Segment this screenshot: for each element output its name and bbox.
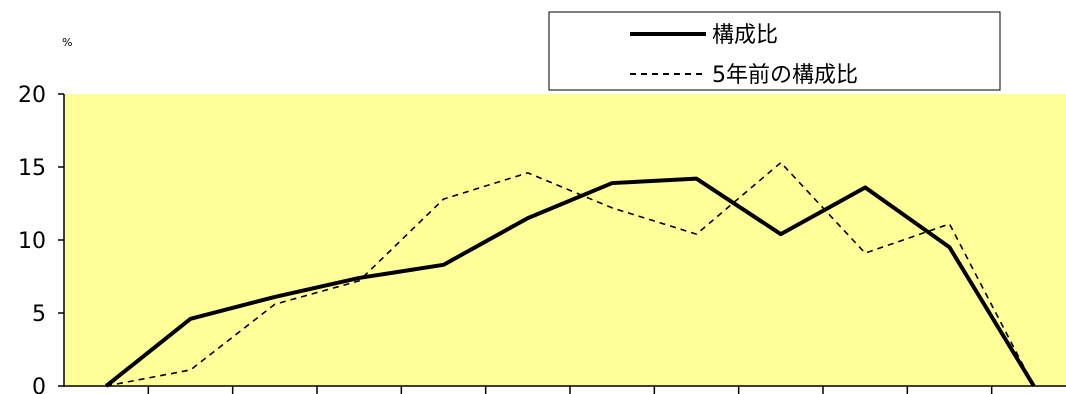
y-tick-label: 0 (32, 375, 46, 394)
series-layer (104, 161, 1036, 388)
legend: 構成比 5年前の構成比 (548, 11, 1001, 91)
y-tick-label: 15 (18, 156, 46, 181)
series-line-current (104, 176, 1036, 388)
plot-area (64, 94, 1066, 386)
legend-box (548, 11, 1001, 91)
y-tick-label: 10 (18, 229, 46, 254)
y-tick-label: 20 (18, 83, 46, 108)
legend-label-dashed: 5年前の構成比 (712, 63, 858, 88)
unit-label: % (62, 36, 72, 49)
series-line-5yr-ago (106, 161, 1035, 387)
legend-label-solid: 構成比 (712, 23, 778, 48)
axes: 0 5 10 15 20 (18, 83, 1066, 394)
y-tick-label: 5 (32, 302, 46, 327)
